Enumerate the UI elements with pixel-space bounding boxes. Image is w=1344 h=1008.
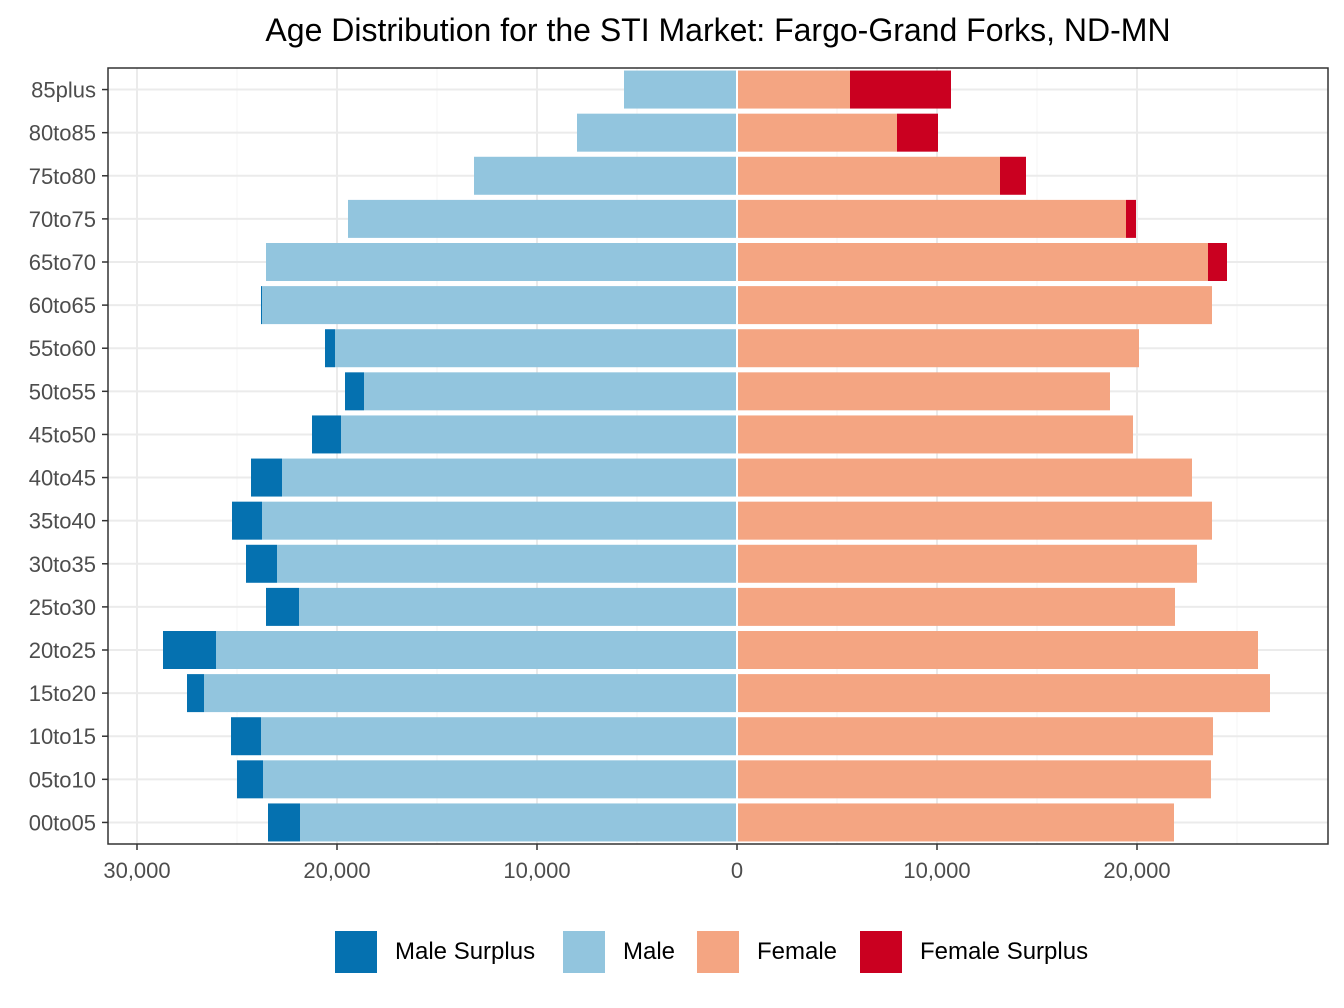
legend-label-female-surplus: Female Surplus bbox=[920, 938, 1089, 965]
y-tick-label: 65to70 bbox=[29, 250, 96, 275]
bar-female-15to20 bbox=[737, 674, 1270, 713]
bar-female-30to35 bbox=[737, 544, 1197, 583]
y-tick-label: 00to05 bbox=[29, 810, 96, 835]
x-tick-label: 20,000 bbox=[1103, 858, 1170, 883]
bar-male-55to60 bbox=[335, 329, 737, 368]
bar-female-surplus-65to70 bbox=[1208, 243, 1227, 281]
y-tick-label: 20to25 bbox=[29, 638, 96, 663]
bar-male-surplus-15to20 bbox=[187, 674, 204, 713]
y-tick-label: 50to55 bbox=[29, 379, 96, 404]
bar-male-10to15 bbox=[261, 717, 737, 756]
bar-female-10to15 bbox=[737, 717, 1213, 756]
y-tick-label: 10to15 bbox=[29, 724, 96, 749]
legend-item-female: Female bbox=[697, 930, 837, 974]
x-tick-label: 0 bbox=[731, 858, 743, 883]
bar-male-surplus-40to45 bbox=[251, 458, 282, 497]
bar-male-25to30 bbox=[299, 587, 737, 626]
bar-male-surplus-05to10 bbox=[237, 760, 263, 799]
bar-male-35to40 bbox=[262, 501, 737, 540]
bar-female-70to75 bbox=[737, 199, 1126, 238]
plot-background bbox=[108, 68, 1328, 844]
legend-item-male-surplus: Male Surplus bbox=[335, 930, 535, 974]
y-tick-label: 70to75 bbox=[29, 207, 96, 232]
bar-male-05to10 bbox=[263, 760, 737, 799]
bar-female-50to55 bbox=[737, 372, 1110, 411]
bar-male-surplus-00to05 bbox=[268, 803, 300, 842]
bar-female-35to40 bbox=[737, 501, 1212, 540]
bar-male-60to65 bbox=[262, 286, 737, 325]
bar-male-85plus bbox=[624, 70, 737, 109]
bar-male-00to05 bbox=[300, 803, 737, 842]
legend: Male Surplus Male Female Female Surplus bbox=[0, 930, 1344, 980]
bar-male-surplus-10to15 bbox=[231, 717, 261, 756]
bar-male-75to80 bbox=[474, 156, 737, 195]
legend-swatch-female-surplus bbox=[860, 931, 902, 973]
bar-female-65to70 bbox=[737, 243, 1208, 281]
x-tick-label: 10,000 bbox=[503, 858, 570, 883]
legend-swatch-female bbox=[697, 931, 739, 973]
bar-female-00to05 bbox=[737, 803, 1174, 842]
y-tick-label: 15to20 bbox=[29, 681, 96, 706]
bar-female-surplus-75to80 bbox=[1000, 156, 1026, 195]
y-tick-label: 35to40 bbox=[29, 509, 96, 534]
bar-male-15to20 bbox=[204, 674, 737, 713]
y-tick-label: 40to45 bbox=[29, 466, 96, 491]
bar-female-20to25 bbox=[737, 631, 1258, 669]
bar-female-surplus-85plus bbox=[850, 70, 951, 109]
y-tick-label: 60to65 bbox=[29, 293, 96, 318]
bar-male-surplus-30to35 bbox=[246, 544, 277, 583]
y-tick-label: 80to85 bbox=[29, 121, 96, 146]
x-tick-label: 30,000 bbox=[103, 858, 170, 883]
bar-male-40to45 bbox=[282, 458, 737, 497]
y-tick-label: 05to10 bbox=[29, 767, 96, 792]
y-tick-label: 75to80 bbox=[29, 164, 96, 189]
bar-male-80to85 bbox=[577, 113, 737, 152]
bar-male-65to70 bbox=[266, 243, 737, 281]
bar-female-25to30 bbox=[737, 587, 1175, 626]
legend-swatch-male bbox=[563, 931, 605, 973]
bar-male-surplus-60to65 bbox=[261, 286, 262, 325]
bar-female-55to60 bbox=[737, 329, 1139, 368]
y-tick-label: 55to60 bbox=[29, 336, 96, 361]
bar-male-surplus-35to40 bbox=[232, 501, 262, 540]
legend-swatch-male-surplus bbox=[335, 931, 377, 973]
plot-border bbox=[107, 67, 1329, 845]
bar-female-60to65 bbox=[737, 286, 1212, 325]
y-tick-label: 85plus bbox=[31, 78, 96, 103]
bar-female-80to85 bbox=[737, 113, 897, 152]
bar-male-surplus-25to30 bbox=[266, 587, 299, 626]
bar-female-75to80 bbox=[737, 156, 1000, 195]
chart-title: Age Distribution for the STI Market: Far… bbox=[265, 12, 1171, 48]
x-tick-label: 20,000 bbox=[303, 858, 370, 883]
bar-male-50to55 bbox=[364, 372, 737, 411]
legend-label-male: Male bbox=[623, 938, 676, 965]
legend-label-male-surplus: Male Surplus bbox=[395, 938, 536, 965]
bar-female-45to50 bbox=[737, 415, 1133, 454]
bars bbox=[163, 68, 1270, 844]
bar-male-30to35 bbox=[277, 544, 737, 583]
legend-label-female: Female bbox=[757, 938, 838, 965]
bar-male-70to75 bbox=[348, 199, 737, 238]
y-tick-label: 25to30 bbox=[29, 595, 96, 620]
y-tick-label: 30to35 bbox=[29, 552, 96, 577]
bar-male-surplus-45to50 bbox=[312, 415, 341, 454]
y-tick-label: 45to50 bbox=[29, 422, 96, 447]
x-tick-label: 10,000 bbox=[903, 858, 970, 883]
x-axis: 30,000 20,000 10,000 0 10,000 20,000 bbox=[103, 844, 1171, 883]
legend-item-female-surplus: Female Surplus bbox=[860, 930, 1088, 974]
y-axis: 85plus 80to85 75to80 70to75 65to70 60to65 55to… bbox=[29, 78, 108, 835]
bar-male-surplus-20to25 bbox=[163, 631, 216, 669]
bar-male-20to25 bbox=[216, 631, 737, 669]
bar-female-40to45 bbox=[737, 458, 1192, 497]
bar-female-05to10 bbox=[737, 760, 1211, 799]
legend-item-male: Male bbox=[563, 930, 675, 974]
bar-male-45to50 bbox=[341, 415, 737, 454]
bar-female-85plus bbox=[737, 70, 850, 109]
bar-male-surplus-55to60 bbox=[325, 329, 335, 368]
bar-female-surplus-80to85 bbox=[897, 113, 938, 152]
bar-male-surplus-50to55 bbox=[345, 372, 364, 411]
bar-female-surplus-70to75 bbox=[1126, 199, 1136, 238]
